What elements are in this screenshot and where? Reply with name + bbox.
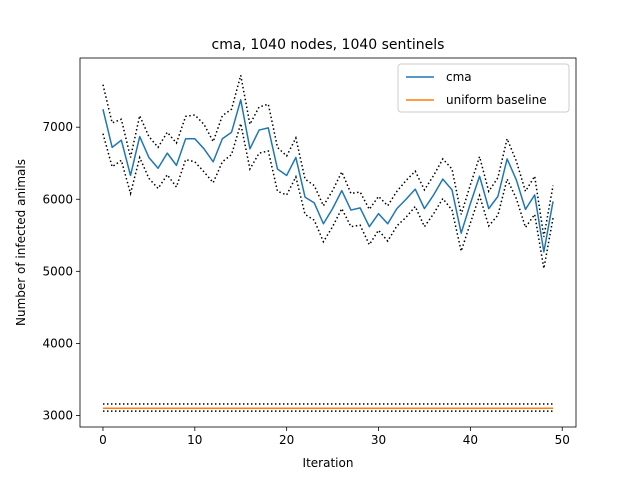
axes-frame (79, 57, 577, 428)
x-tick-label: 50 (555, 433, 570, 447)
plot-area (102, 75, 554, 412)
y-tick-label: 7000 (42, 120, 73, 134)
legend-label: uniform baseline (446, 93, 547, 107)
x-axis: 0 10 20 30 40 50 (99, 427, 570, 447)
x-tick-label: 10 (187, 433, 202, 447)
y-axis-label: Number of infected animals (14, 159, 28, 326)
x-tick-label: 40 (463, 433, 478, 447)
x-tick-label: 20 (279, 433, 294, 447)
legend-label: cma (446, 70, 472, 84)
y-tick-label: 6000 (42, 192, 73, 206)
x-axis-label: Iteration (303, 456, 354, 470)
legend: cma uniform baseline (397, 63, 570, 113)
x-tick-label: 30 (371, 433, 386, 447)
y-tick-label: 3000 (42, 408, 73, 422)
cma-line (102, 99, 554, 253)
x-tick-label: 0 (99, 433, 107, 447)
chart-title: cma, 1040 nodes, 1040 sentinels (212, 37, 445, 53)
legend-box (397, 63, 570, 113)
y-tick-label: 5000 (42, 264, 73, 278)
y-tick-label: 4000 (42, 336, 73, 350)
cma-upper-bound (102, 75, 554, 237)
y-axis: 3000 4000 5000 6000 7000 (42, 120, 80, 422)
